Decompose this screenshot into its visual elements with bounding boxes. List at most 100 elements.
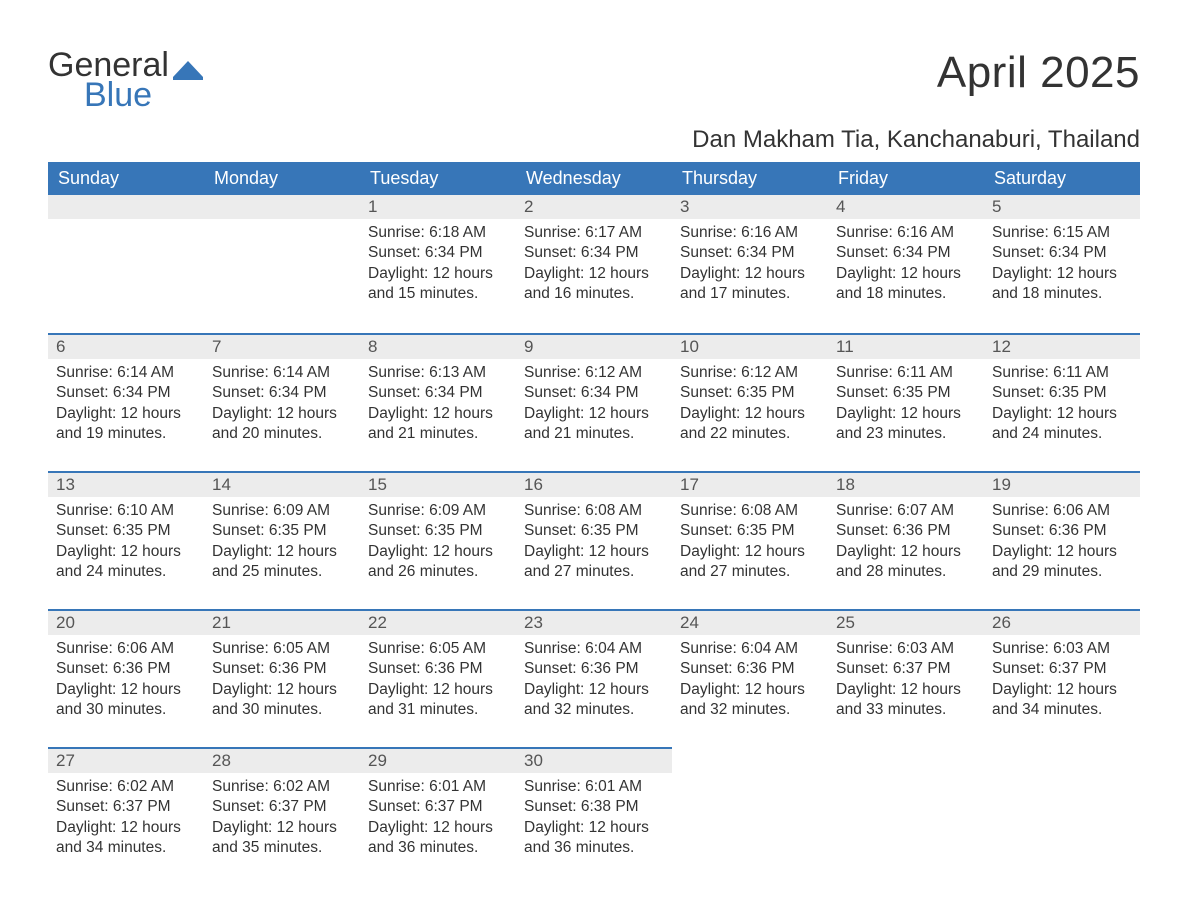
calendar-week: 27Sunrise: 6:02 AMSunset: 6:37 PMDayligh…: [48, 747, 1140, 885]
calendar-cell: [48, 195, 204, 333]
day-details: Sunrise: 6:03 AMSunset: 6:37 PMDaylight:…: [828, 635, 984, 727]
daylight-line-2: and 24 minutes.: [56, 562, 196, 582]
daylight-line-1: Daylight: 12 hours: [836, 404, 976, 424]
flag-icon: [173, 53, 203, 77]
calendar-cell: [672, 747, 828, 885]
day-number: 30: [516, 747, 672, 773]
calendar-cell: 5Sunrise: 6:15 AMSunset: 6:34 PMDaylight…: [984, 195, 1140, 333]
sunrise-line: Sunrise: 6:11 AM: [992, 363, 1132, 383]
day-details: Sunrise: 6:12 AMSunset: 6:34 PMDaylight:…: [516, 359, 672, 451]
sunrise-line: Sunrise: 6:11 AM: [836, 363, 976, 383]
calendar-cell: 10Sunrise: 6:12 AMSunset: 6:35 PMDayligh…: [672, 333, 828, 471]
day-number: 17: [672, 471, 828, 497]
sunrise-line: Sunrise: 6:07 AM: [836, 501, 976, 521]
day-details: Sunrise: 6:01 AMSunset: 6:38 PMDaylight:…: [516, 773, 672, 865]
day-details: Sunrise: 6:11 AMSunset: 6:35 PMDaylight:…: [984, 359, 1140, 451]
day-number: 23: [516, 609, 672, 635]
daylight-line-1: Daylight: 12 hours: [56, 818, 196, 838]
daylight-line-2: and 31 minutes.: [368, 700, 508, 720]
day-number: 1: [360, 195, 516, 219]
sunset-line: Sunset: 6:36 PM: [368, 659, 508, 679]
sunrise-line: Sunrise: 6:02 AM: [56, 777, 196, 797]
sunrise-line: Sunrise: 6:10 AM: [56, 501, 196, 521]
day-details: Sunrise: 6:05 AMSunset: 6:36 PMDaylight:…: [204, 635, 360, 727]
daylight-line-2: and 16 minutes.: [524, 284, 664, 304]
daylight-line-1: Daylight: 12 hours: [56, 542, 196, 562]
daylight-line-2: and 35 minutes.: [212, 838, 352, 858]
sunrise-line: Sunrise: 6:01 AM: [368, 777, 508, 797]
daylight-line-2: and 30 minutes.: [56, 700, 196, 720]
daylight-line-2: and 36 minutes.: [368, 838, 508, 858]
day-number: 6: [48, 333, 204, 359]
day-details: Sunrise: 6:13 AMSunset: 6:34 PMDaylight:…: [360, 359, 516, 451]
daylight-line-1: Daylight: 12 hours: [992, 680, 1132, 700]
day-details: Sunrise: 6:09 AMSunset: 6:35 PMDaylight:…: [360, 497, 516, 589]
sunrise-line: Sunrise: 6:04 AM: [524, 639, 664, 659]
daylight-line-1: Daylight: 12 hours: [680, 542, 820, 562]
sunrise-line: Sunrise: 6:04 AM: [680, 639, 820, 659]
calendar-week: 6 Sunrise: 6:14 AM Sunset: 6:34 PM Daylight…: [48, 333, 1140, 471]
sunset-line: Sunset: 6:36 PM: [524, 659, 664, 679]
calendar-cell: 1Sunrise: 6:18 AMSunset: 6:34 PMDaylight…: [360, 195, 516, 333]
day-details: Sunrise: 6:10 AMSunset: 6:35 PMDaylight:…: [48, 497, 204, 589]
day-header: Thursday: [672, 162, 828, 195]
day-number: 29: [360, 747, 516, 773]
daylight-line-1: Daylight: 12 hours: [212, 542, 352, 562]
calendar-cell: [984, 747, 1140, 885]
daylight-line-1: Daylight: 12 hours: [680, 404, 820, 424]
empty-day-band: [48, 195, 204, 219]
sunrise-line: Sunrise: 6:09 AM: [212, 501, 352, 521]
day-number: 3: [672, 195, 828, 219]
daylight-line-1: Daylight: 12 hours: [212, 404, 352, 424]
month-title: April 2025: [937, 48, 1140, 98]
sunset-line: Sunset: 6:34 PM: [368, 383, 508, 403]
day-details: Sunrise: 6:07 AMSunset: 6:36 PMDaylight:…: [828, 497, 984, 589]
sunset-line: Sunset: 6:35 PM: [680, 383, 820, 403]
calendar-table: SundayMondayTuesdayWednesdayThursdayFrid…: [48, 162, 1140, 885]
day-number: 14: [204, 471, 360, 497]
calendar-cell: 22Sunrise: 6:05 AMSunset: 6:36 PMDayligh…: [360, 609, 516, 747]
sunset-line: Sunset: 6:36 PM: [56, 659, 196, 679]
day-header: Wednesday: [516, 162, 672, 195]
day-details: Sunrise: 6:15 AMSunset: 6:34 PMDaylight:…: [984, 219, 1140, 311]
daylight-line-2: and 34 minutes.: [56, 838, 196, 858]
calendar-week: 20Sunrise: 6:06 AMSunset: 6:36 PMDayligh…: [48, 609, 1140, 747]
day-number: 5: [984, 195, 1140, 219]
calendar-cell: 7Sunrise: 6:14 AMSunset: 6:34 PMDaylight…: [204, 333, 360, 471]
sunset-line: Sunset: 6:35 PM: [212, 521, 352, 541]
sunset-line: Sunset: 6:35 PM: [680, 521, 820, 541]
daylight-line-1: Daylight: 12 hours: [992, 404, 1132, 424]
day-details: Sunrise: 6:03 AMSunset: 6:37 PMDaylight:…: [984, 635, 1140, 727]
sunset-line: Sunset: 6:34 PM: [680, 243, 820, 263]
daylight-line-2: and 19 minutes.: [56, 424, 196, 444]
calendar-cell: 26Sunrise: 6:03 AMSunset: 6:37 PMDayligh…: [984, 609, 1140, 747]
sunrise-line: Sunrise: 6:08 AM: [680, 501, 820, 521]
daylight-line-2: and 17 minutes.: [680, 284, 820, 304]
daylight-line-1: Daylight: 12 hours: [212, 818, 352, 838]
sunrise-line: Sunrise: 6:14 AM: [212, 363, 352, 383]
daylight-line-1: Daylight: 12 hours: [836, 542, 976, 562]
sunset-line: Sunset: 6:36 PM: [212, 659, 352, 679]
sunrise-line: Sunrise: 6:06 AM: [992, 501, 1132, 521]
empty-day-band: [204, 195, 360, 219]
calendar-cell: 11Sunrise: 6:11 AMSunset: 6:35 PMDayligh…: [828, 333, 984, 471]
calendar-cell: 23 Sunrise: 6:04 AMSunset: 6:36 PMDayligh…: [516, 609, 672, 747]
daylight-line-1: Daylight: 12 hours: [524, 680, 664, 700]
day-details: Sunrise: 6:06 AMSunset: 6:36 PMDaylight:…: [984, 497, 1140, 589]
sunset-line: Sunset: 6:35 PM: [524, 521, 664, 541]
daylight-line-1: Daylight: 12 hours: [836, 680, 976, 700]
day-number: 8: [360, 333, 516, 359]
sunset-line: Sunset: 6:37 PM: [836, 659, 976, 679]
sunset-line: Sunset: 6:34 PM: [836, 243, 976, 263]
sunrise-line: Sunrise: 6:02 AM: [212, 777, 352, 797]
daylight-line-1: Daylight: 12 hours: [524, 404, 664, 424]
day-header: Saturday: [984, 162, 1140, 195]
day-details: Sunrise: 6:17 AMSunset: 6:34 PMDaylight:…: [516, 219, 672, 311]
calendar-cell: 20Sunrise: 6:06 AMSunset: 6:36 PMDayligh…: [48, 609, 204, 747]
day-number: 24: [672, 609, 828, 635]
day-number: 22: [360, 609, 516, 635]
calendar-cell: 19Sunrise: 6:06 AMSunset: 6:36 PMDayligh…: [984, 471, 1140, 609]
day-number: 16: [516, 471, 672, 497]
day-number: 12: [984, 333, 1140, 359]
day-number: 7: [204, 333, 360, 359]
